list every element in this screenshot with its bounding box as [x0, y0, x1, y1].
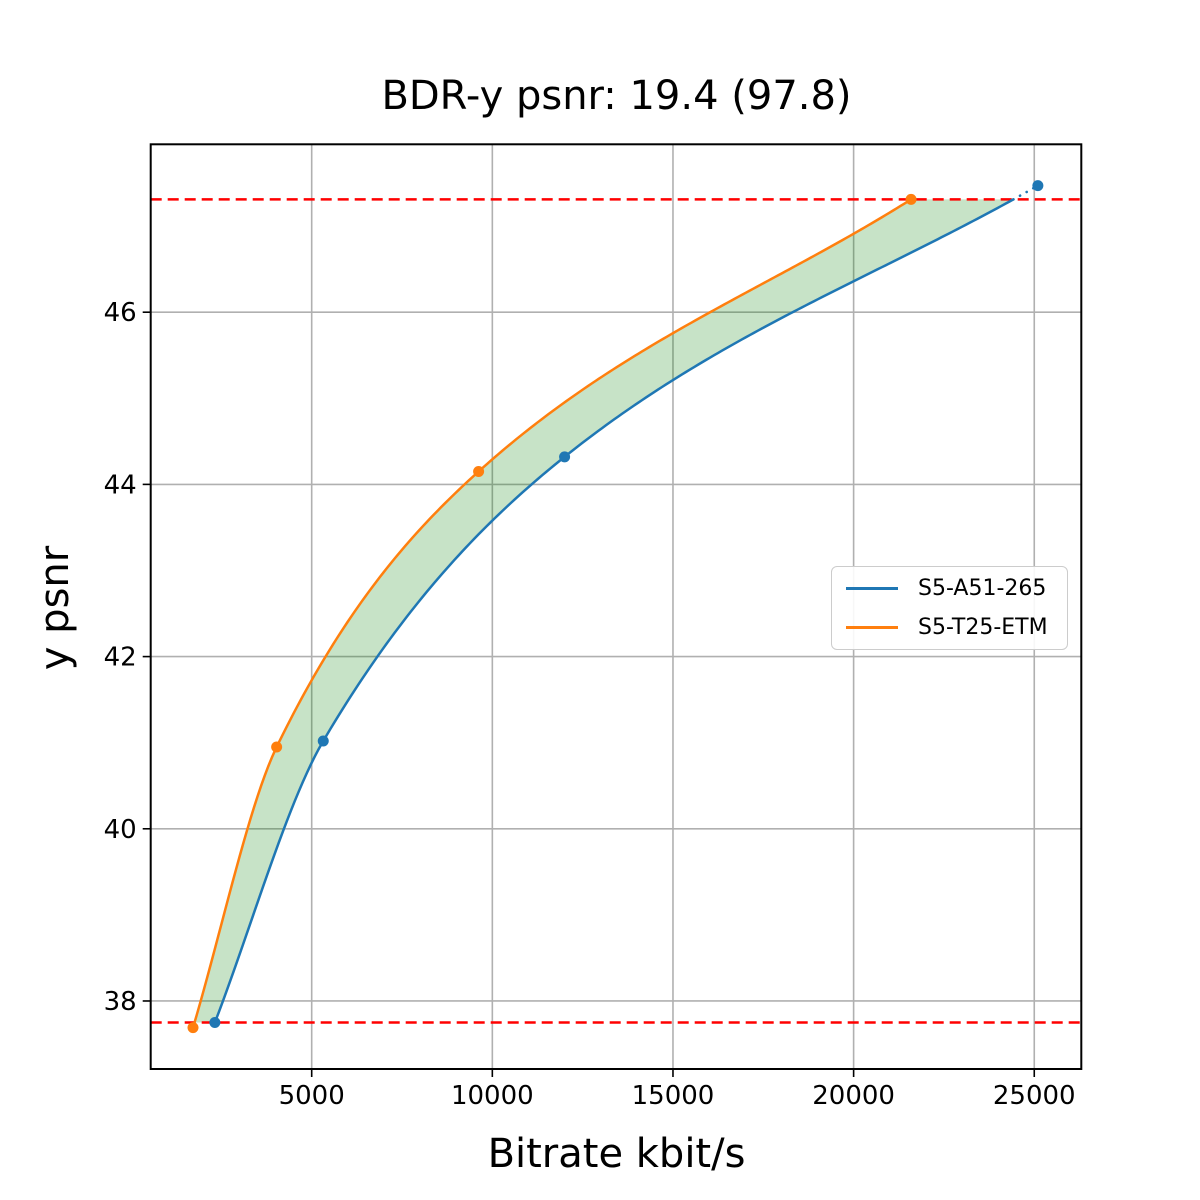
chart-title: BDR-y psnr: 19.4 (97.8) — [381, 73, 852, 119]
data-point-marker-S5-T25-ETM — [271, 741, 283, 753]
x-tick-label: 5000 — [279, 1081, 345, 1111]
data-point-marker-S5-T25-ETM — [905, 193, 917, 205]
legend-line-sample-icon — [846, 626, 898, 629]
legend-item: S5-A51-265 — [846, 569, 1057, 608]
y-tick-label: 42 — [104, 643, 137, 673]
x-tick-label: 10000 — [451, 1081, 534, 1111]
plot-area-border — [149, 143, 1083, 1071]
data-point-marker-S5-T25-ETM — [187, 1022, 199, 1034]
data-point-marker-S5-A51-265 — [1032, 180, 1044, 192]
legend-label: S5-T25-ETM — [918, 615, 1048, 640]
y-tick-label: 38 — [104, 987, 137, 1017]
bd-shaded-region — [194, 199, 1014, 1023]
y-tick-label: 46 — [104, 298, 137, 328]
legend-item: S5-T25-ETM — [846, 608, 1057, 647]
data-point-marker-S5-A51-265 — [559, 451, 571, 463]
series-curve-S5-A51-265 — [213, 198, 1014, 1023]
y-tick-label: 40 — [104, 815, 137, 845]
legend-line-sample-icon — [846, 587, 898, 590]
x-tick-label: 15000 — [632, 1081, 715, 1111]
legend-label: S5-A51-265 — [918, 576, 1047, 601]
y-tick-label: 44 — [104, 470, 137, 500]
x-axis-label: Bitrate kbit/s — [487, 1131, 746, 1177]
legend: S5-A51-265 S5-T25-ETM — [831, 566, 1068, 650]
data-point-marker-S5-T25-ETM — [473, 465, 485, 477]
y-axis-label: y psnr — [32, 545, 78, 671]
data-point-marker-S5-A51-265 — [317, 735, 329, 747]
x-tick-label: 25000 — [993, 1081, 1076, 1111]
data-point-marker-S5-A51-265 — [209, 1017, 221, 1029]
series-curve-S5-T25-ETM — [191, 198, 912, 1029]
x-tick-label: 20000 — [812, 1081, 895, 1111]
